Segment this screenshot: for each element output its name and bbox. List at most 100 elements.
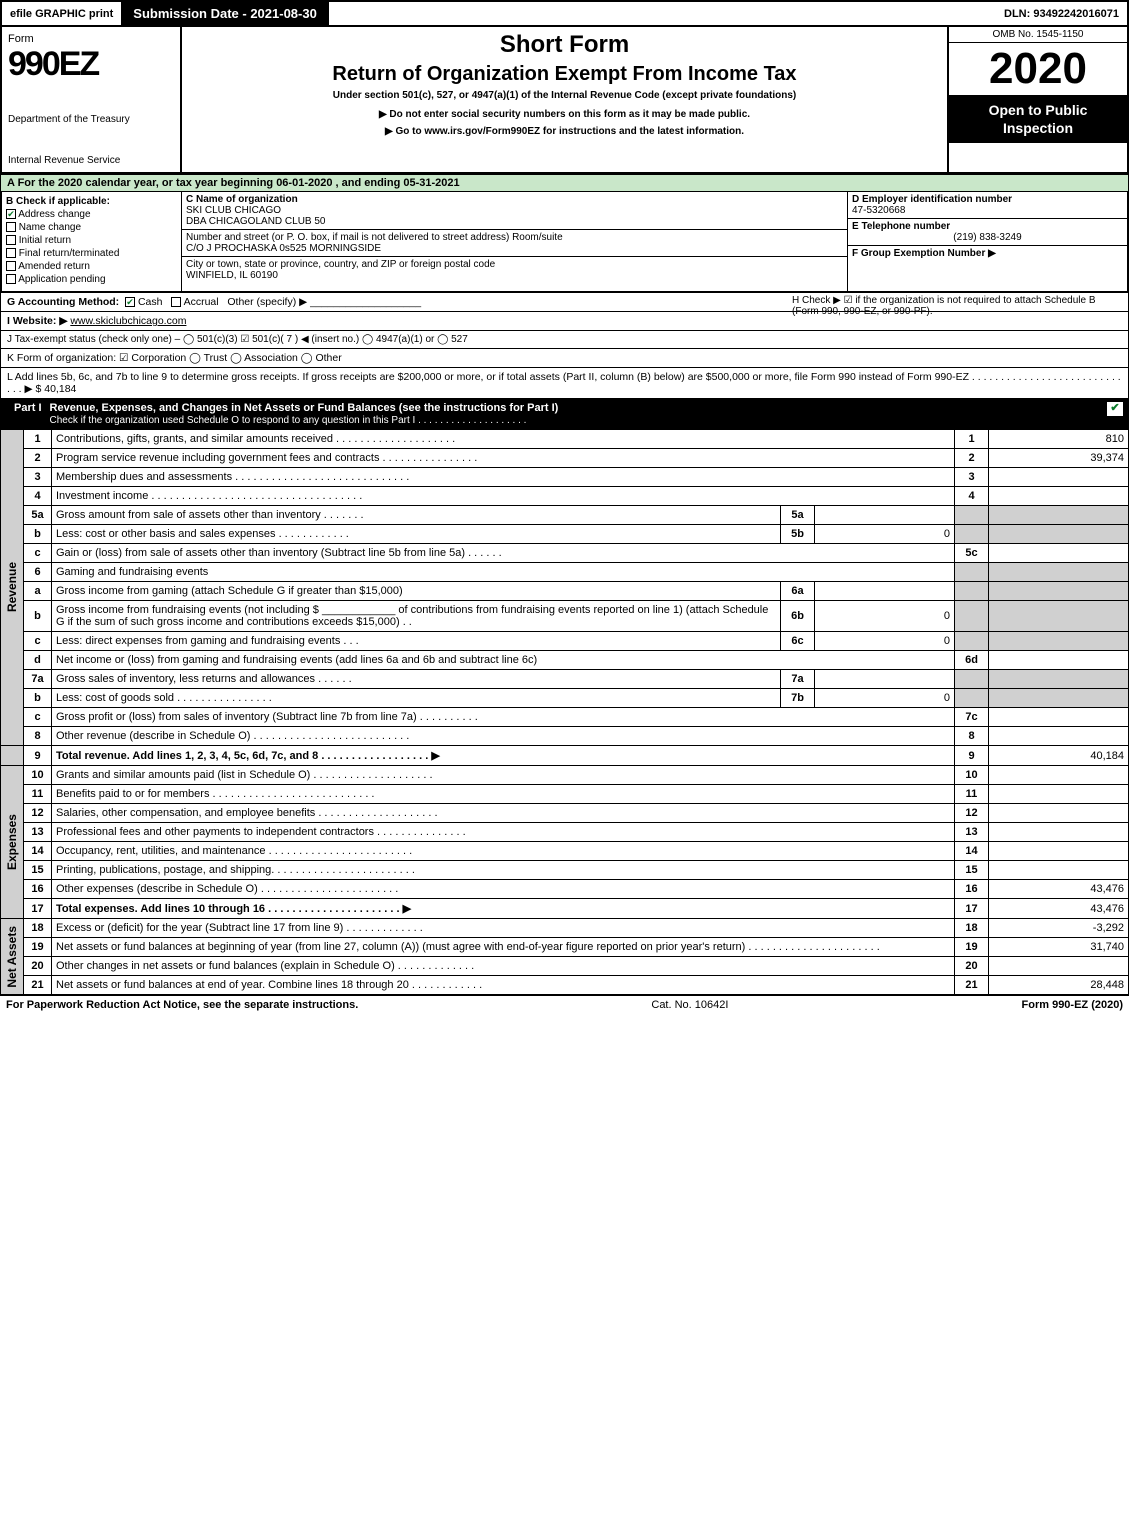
line-7a: 7a Gross sales of inventory, less return…: [1, 670, 1129, 689]
line-desc: Gross income from fundraising events (no…: [52, 601, 781, 632]
cb-cash[interactable]: [125, 297, 135, 307]
line-amount: [989, 487, 1129, 506]
line-12: 12Salaries, other compensation, and empl…: [1, 804, 1129, 823]
footer-right: Form 990-EZ (2020): [1022, 999, 1123, 1011]
line-6c: c Less: direct expenses from gaming and …: [1, 632, 1129, 651]
line-amount: [989, 861, 1129, 880]
box-e-phone: E Telephone number (219) 838-3249: [848, 219, 1127, 246]
part-i-header: Part I Revenue, Expenses, and Changes in…: [0, 399, 1129, 429]
line-desc: Other expenses (describe in Schedule O) …: [52, 880, 955, 899]
line-num: 8: [24, 727, 52, 746]
efile-print-label[interactable]: efile GRAPHIC print: [2, 4, 121, 24]
sub-value: 0: [815, 601, 955, 632]
cb-final-return[interactable]: Final return/terminated: [6, 248, 177, 259]
cb-application-pending[interactable]: Application pending: [6, 274, 177, 285]
line-amount: 39,374: [989, 449, 1129, 468]
street-label: Number and street (or P. O. box, if mail…: [186, 232, 843, 243]
box-b-label: B Check if applicable:: [6, 196, 177, 207]
sub-label: 7b: [781, 689, 815, 708]
cb-label: Application pending: [18, 274, 105, 285]
part-i-checknote: Check if the organization used Schedule …: [50, 415, 527, 426]
sub-value: [815, 670, 955, 689]
line-num: 12: [24, 804, 52, 823]
footer-left: For Paperwork Reduction Act Notice, see …: [6, 999, 358, 1011]
line-4: 4 Investment income . . . . . . . . . . …: [1, 487, 1129, 506]
line-17: 17Total expenses. Add lines 10 through 1…: [1, 899, 1129, 919]
shade-cell: [955, 601, 989, 632]
line-6a: a Gross income from gaming (attach Sched…: [1, 582, 1129, 601]
line-desc: Contributions, gifts, grants, and simila…: [52, 430, 955, 449]
goto-link[interactable]: ▶ Go to www.irs.gov/Form990EZ for instru…: [190, 126, 939, 137]
line-num: 13: [24, 823, 52, 842]
line-num: 3: [24, 468, 52, 487]
sub-label: 7a: [781, 670, 815, 689]
line-16: 16Other expenses (describe in Schedule O…: [1, 880, 1129, 899]
short-form-title: Short Form: [190, 31, 939, 59]
other-label: Other (specify) ▶: [227, 296, 307, 308]
line-desc: Occupancy, rent, utilities, and maintena…: [52, 842, 955, 861]
line-desc: Investment income . . . . . . . . . . . …: [52, 487, 955, 506]
shade-cell: [955, 632, 989, 651]
identity-block: B Check if applicable: Address change Na…: [0, 192, 1129, 293]
line-num: 7a: [24, 670, 52, 689]
line-col: 5c: [955, 544, 989, 563]
line-13: 13Professional fees and other payments t…: [1, 823, 1129, 842]
cb-initial-return[interactable]: Initial return: [6, 235, 177, 246]
line-col: 10: [955, 766, 989, 785]
under-section: Under section 501(c), 527, or 4947(a)(1)…: [190, 90, 939, 101]
line-desc: Gaming and fundraising events: [52, 563, 955, 582]
website-label: I Website: ▶: [7, 315, 67, 327]
org-name-1: SKI CLUB CHICAGO: [186, 205, 843, 216]
row-l-gross-receipts: L Add lines 5b, 6c, and 7b to line 9 to …: [1, 368, 1128, 398]
form-header: Form 990EZ Department of the Treasury In…: [0, 27, 1129, 174]
footer-catno: Cat. No. 10642I: [358, 999, 1021, 1011]
line-7b: b Less: cost of goods sold . . . . . . .…: [1, 689, 1129, 708]
part-i-title: Revenue, Expenses, and Changes in Net As…: [50, 402, 559, 414]
line-6d: d Net income or (loss) from gaming and f…: [1, 651, 1129, 670]
line-num: d: [24, 651, 52, 670]
line-col: 18: [955, 919, 989, 938]
ein-label: D Employer identification number: [852, 194, 1123, 205]
line-amount: [989, 708, 1129, 727]
line-8: 8 Other revenue (describe in Schedule O)…: [1, 727, 1129, 746]
cb-address-change[interactable]: Address change: [6, 209, 177, 220]
omb-number: OMB No. 1545-1150: [949, 27, 1127, 43]
cb-accrual[interactable]: [171, 297, 181, 307]
shade-cell: [989, 563, 1129, 582]
top-bar: efile GRAPHIC print Submission Date - 20…: [0, 0, 1129, 27]
shade-cell: [989, 601, 1129, 632]
shade-cell: [955, 582, 989, 601]
cb-amended-return[interactable]: Amended return: [6, 261, 177, 272]
line-num: 1: [24, 430, 52, 449]
shade-cell: [955, 563, 989, 582]
line-desc: Gross amount from sale of assets other t…: [52, 506, 781, 525]
line-num: 16: [24, 880, 52, 899]
row-i-website: I Website: ▶ www.skiclubchicago.com: [1, 312, 1128, 331]
line-num: b: [24, 601, 52, 632]
sub-label: 5b: [781, 525, 815, 544]
line-num: 9: [24, 746, 52, 766]
line-desc: Less: direct expenses from gaming and fu…: [52, 632, 781, 651]
line-desc: Excess or (deficit) for the year (Subtra…: [52, 919, 955, 938]
line-num: 17: [24, 899, 52, 919]
line-col: 3: [955, 468, 989, 487]
street-row: Number and street (or P. O. box, if mail…: [182, 230, 847, 257]
row-k-org-form: K Form of organization: ☑ Corporation ◯ …: [1, 349, 1128, 368]
line-num: c: [24, 708, 52, 727]
cb-name-change[interactable]: Name change: [6, 222, 177, 233]
line-col: 11: [955, 785, 989, 804]
sub-value: 0: [815, 689, 955, 708]
website-value[interactable]: www.skiclubchicago.com: [70, 315, 186, 327]
line-num: a: [24, 582, 52, 601]
shade-cell: [989, 582, 1129, 601]
city-label: City or town, state or province, country…: [186, 259, 843, 270]
line-num: 2: [24, 449, 52, 468]
sub-label: 6b: [781, 601, 815, 632]
line-col: 15: [955, 861, 989, 880]
line-amount: [989, 766, 1129, 785]
line-col: 19: [955, 938, 989, 957]
line-desc: Total revenue. Add lines 1, 2, 3, 4, 5c,…: [52, 746, 955, 766]
org-name-row: C Name of organization SKI CLUB CHICAGO …: [182, 192, 847, 230]
dln-label: DLN: 93492242016071: [996, 4, 1127, 24]
schedule-o-checkbox[interactable]: ✔: [1107, 402, 1123, 416]
